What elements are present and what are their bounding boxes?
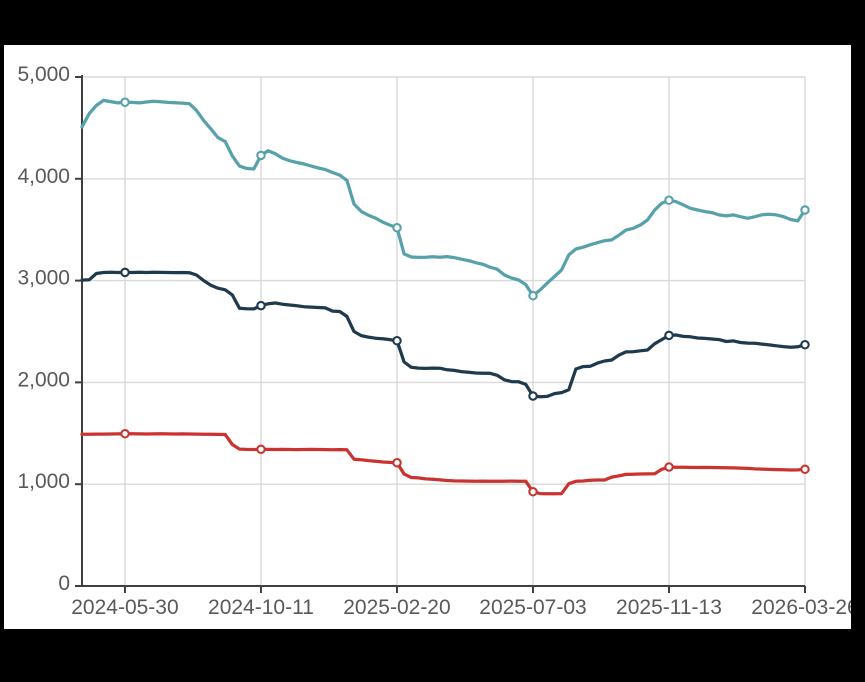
data-point-marker-teal[interactable]: [256, 150, 266, 161]
x-tick-label: 2024-10-11: [208, 596, 314, 619]
data-point-marker-red[interactable]: [800, 464, 810, 475]
y-tick-label: 3,000: [17, 267, 70, 290]
chart-canvas: 0 1,000 2,000 3,000 4,000 5,000 2024-05-30 2024…: [4, 45, 851, 629]
series-line-dark-navy: [80, 270, 807, 399]
x-tick-label: 2024-05-30: [71, 596, 178, 619]
y-tick-label: 2,000: [17, 368, 70, 391]
series-line-teal: [80, 98, 807, 298]
y-tick-label: 4,000: [17, 165, 70, 188]
data-point-marker-dark-navy[interactable]: [120, 267, 130, 278]
y-tick-label: 0: [58, 572, 70, 595]
data-point-marker-dark-navy[interactable]: [528, 391, 538, 401]
data-point-marker-dark-navy[interactable]: [392, 335, 402, 346]
data-point-marker-teal[interactable]: [664, 195, 674, 205]
x-tick-label: 2026-03-26: [751, 596, 851, 619]
y-tick-label: 1,000: [17, 470, 70, 493]
data-point-marker-red[interactable]: [664, 462, 674, 472]
data-point-marker-red[interactable]: [528, 486, 538, 497]
data-point-marker-red[interactable]: [392, 457, 402, 468]
data-point-marker-dark-navy[interactable]: [800, 339, 810, 350]
line-chart: 0 1,000 2,000 3,000 4,000 5,000 2024-05-30 2024…: [17, 63, 851, 619]
data-point-marker-teal[interactable]: [800, 205, 810, 215]
data-point-marker-teal[interactable]: [392, 222, 402, 233]
data-point-marker-dark-navy[interactable]: [256, 300, 266, 311]
data-point-marker-red[interactable]: [256, 444, 266, 455]
data-point-marker-teal[interactable]: [120, 97, 130, 107]
y-tick-label: 5,000: [17, 63, 70, 86]
data-point-marker-red[interactable]: [120, 428, 130, 439]
series-line-red: [80, 432, 807, 496]
x-tick-label: 2025-11-13: [616, 596, 722, 619]
x-tick-label: 2025-02-20: [343, 596, 450, 619]
data-point-marker-dark-navy[interactable]: [664, 330, 674, 341]
data-point-marker-teal[interactable]: [528, 290, 538, 301]
x-tick-label: 2025-07-03: [479, 596, 586, 619]
